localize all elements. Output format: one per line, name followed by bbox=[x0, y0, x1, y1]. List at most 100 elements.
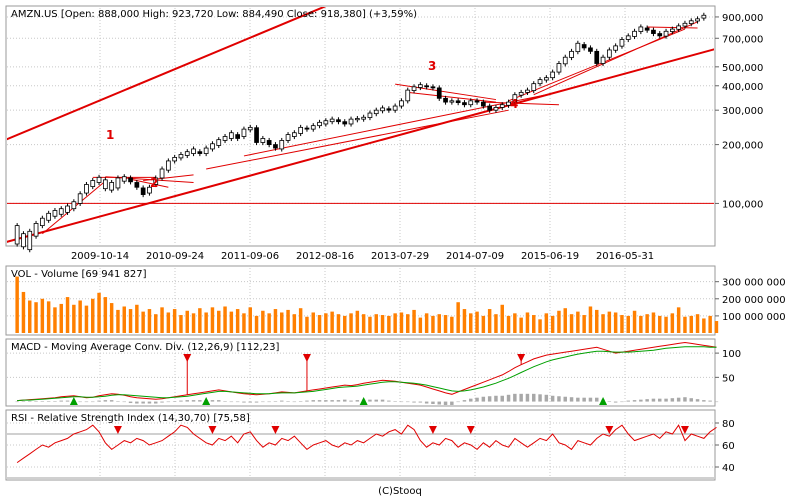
volume-bar bbox=[91, 298, 95, 333]
volume-bar bbox=[242, 313, 246, 333]
candle-body bbox=[550, 71, 556, 79]
macd-histogram-bar bbox=[513, 393, 517, 402]
volume-bar bbox=[670, 313, 675, 333]
candle-body bbox=[462, 102, 467, 106]
macd-histogram-bar bbox=[380, 399, 385, 402]
volume-bar bbox=[59, 303, 63, 333]
candle-body bbox=[285, 134, 291, 141]
candle-body bbox=[474, 100, 480, 103]
volume-bar bbox=[204, 312, 208, 333]
volume-bar bbox=[78, 300, 82, 333]
x-tick-label: 2013-07-29 bbox=[371, 251, 429, 262]
volume-bar bbox=[626, 315, 630, 333]
candle-body bbox=[84, 184, 89, 194]
volume-bar bbox=[683, 316, 687, 333]
macd-histogram-bar bbox=[393, 401, 397, 402]
candle-body bbox=[235, 134, 241, 139]
candle-body bbox=[600, 56, 606, 64]
volume-bar bbox=[361, 314, 366, 333]
candle-body bbox=[52, 210, 58, 217]
macd-histogram-bar bbox=[481, 396, 486, 402]
macd-histogram-bar bbox=[506, 394, 511, 402]
candle-body bbox=[392, 105, 398, 111]
macd-histogram-bar bbox=[103, 400, 108, 402]
candle-body bbox=[291, 132, 297, 137]
macd-histogram-bar bbox=[185, 400, 189, 402]
macd-histogram-bar bbox=[242, 401, 246, 403]
volume-bar bbox=[374, 314, 378, 333]
candle-body bbox=[487, 105, 493, 111]
macd-histogram-bar bbox=[658, 398, 662, 402]
volume-bar bbox=[166, 312, 171, 333]
macd-histogram-bar bbox=[670, 398, 675, 402]
macd-histogram-bar bbox=[280, 400, 284, 402]
candle-body bbox=[273, 144, 278, 149]
candle-body bbox=[298, 126, 304, 134]
rsi-sell-marker bbox=[680, 426, 689, 434]
candle-body bbox=[430, 86, 436, 89]
macd-histogram-bar bbox=[235, 401, 240, 403]
volume-bar bbox=[481, 315, 486, 333]
volume-bar bbox=[46, 301, 51, 333]
volume-bar bbox=[368, 316, 372, 333]
volume-bar bbox=[588, 306, 593, 333]
trend-lines bbox=[7, 7, 714, 243]
volume-bar bbox=[487, 309, 492, 333]
y-tick-label: 200,000 bbox=[722, 141, 763, 152]
candle-body bbox=[39, 217, 45, 227]
volume-bar bbox=[21, 291, 26, 333]
candle-body bbox=[575, 42, 581, 53]
candle-body bbox=[531, 83, 537, 91]
volume-bar bbox=[34, 302, 38, 333]
candle-body bbox=[436, 87, 442, 99]
macd-histogram-bar bbox=[34, 401, 38, 402]
volume-bar bbox=[147, 309, 152, 333]
macd-histogram-bar bbox=[248, 401, 252, 403]
volume-bar bbox=[576, 311, 580, 333]
macd-histogram-bar bbox=[128, 401, 133, 404]
macd-histogram-bar bbox=[166, 401, 171, 403]
volume-bar bbox=[664, 316, 668, 333]
macd-histogram-bar bbox=[651, 398, 656, 402]
volume-bar bbox=[261, 310, 265, 333]
volume-bar bbox=[437, 314, 441, 333]
macd-histogram-bar bbox=[267, 401, 271, 403]
annotation-2: 2 bbox=[150, 176, 158, 190]
macd-histogram-bar bbox=[424, 401, 429, 404]
candle-body bbox=[147, 186, 152, 194]
macd-histogram-bar bbox=[330, 400, 334, 402]
candle-body bbox=[317, 121, 322, 127]
volume-bar bbox=[349, 313, 353, 333]
candle-body bbox=[203, 147, 209, 154]
volume-bar bbox=[28, 300, 32, 333]
candle-body bbox=[96, 176, 102, 183]
macd-histogram-bar bbox=[676, 397, 681, 402]
macd-sell-marker bbox=[302, 354, 311, 362]
macd-histogram-bar bbox=[46, 401, 51, 402]
candle-body bbox=[518, 91, 524, 96]
volume-bar bbox=[607, 311, 612, 333]
macd-histogram-bar bbox=[286, 401, 290, 402]
volume-bar bbox=[185, 310, 189, 333]
volume-bar bbox=[550, 315, 555, 333]
volume-bar bbox=[84, 305, 89, 333]
volume-bar bbox=[450, 316, 454, 333]
candle-body bbox=[638, 26, 644, 32]
candle-body bbox=[254, 127, 259, 143]
candle-body bbox=[128, 177, 133, 183]
rsi-sell-marker bbox=[428, 426, 437, 434]
rsi-tick-label: 40 bbox=[722, 463, 735, 474]
macd-line-signal bbox=[17, 346, 717, 402]
pattern-line bbox=[533, 21, 698, 96]
volume-bar bbox=[689, 315, 693, 333]
candle-body bbox=[210, 143, 215, 150]
volume-bar bbox=[469, 313, 473, 333]
macd-histogram-bar bbox=[311, 400, 315, 402]
macd-histogram-bar bbox=[116, 401, 120, 402]
candle-body bbox=[27, 230, 33, 251]
macd-histogram-bar bbox=[355, 400, 360, 402]
volume-bar bbox=[462, 309, 467, 333]
volume-bar bbox=[443, 315, 448, 333]
candle-body bbox=[594, 50, 600, 64]
